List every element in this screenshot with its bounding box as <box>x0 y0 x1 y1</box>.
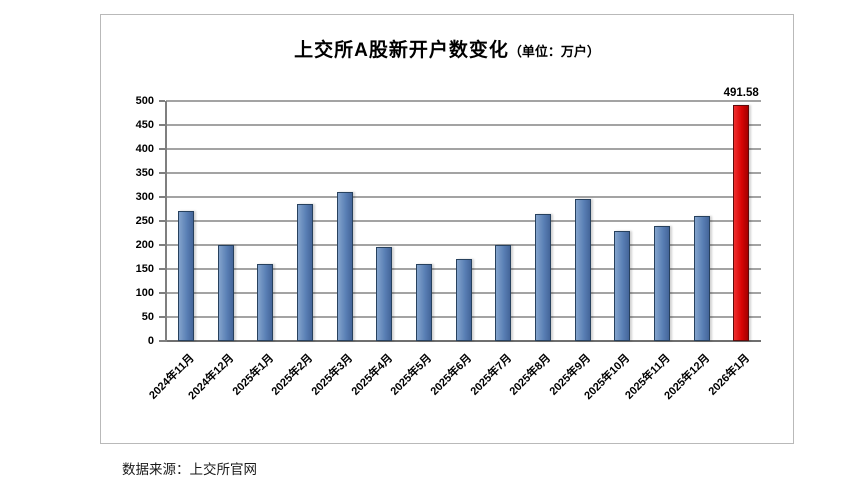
y-axis-tick <box>159 268 165 270</box>
bar <box>415 264 432 341</box>
source-text: 数据来源：上交所官网 <box>122 462 257 477</box>
bar <box>534 213 551 341</box>
x-tick-label: 2026年1月 <box>706 352 752 398</box>
gridline <box>166 220 761 222</box>
bar <box>257 264 274 341</box>
gridline <box>166 148 761 150</box>
y-axis-tick <box>159 124 165 126</box>
y-axis-tick <box>159 172 165 174</box>
x-tick-label: 2025年3月 <box>309 352 356 398</box>
x-tick-label: 2025年2月 <box>269 352 316 398</box>
x-tick-label: 2025年1月 <box>230 352 276 398</box>
y-axis-tick <box>159 244 165 246</box>
y-tick-label: 400 <box>135 143 154 155</box>
x-tick-label: 2025年6月 <box>428 352 475 398</box>
y-axis-tick <box>159 316 165 318</box>
x-tick-label: 2025年4月 <box>349 352 395 398</box>
x-tick-label: 2025年7月 <box>468 352 514 398</box>
y-axis-tick <box>159 196 165 198</box>
bar <box>296 204 313 341</box>
gridline <box>166 100 761 102</box>
gridline <box>166 196 761 198</box>
bar <box>495 245 512 341</box>
chart-title-main: 上交所A股新开户数变化 <box>294 40 509 61</box>
y-tick-label: 0 <box>147 335 154 347</box>
y-tick-label: 100 <box>135 287 154 299</box>
gridline <box>166 124 761 126</box>
y-tick-label: 50 <box>141 311 154 323</box>
y-axis-tick <box>159 100 165 102</box>
bar <box>693 216 710 341</box>
y-tick-label: 450 <box>135 119 154 131</box>
bar <box>177 211 194 341</box>
y-axis-line <box>165 101 167 342</box>
y-axis-tick <box>159 292 165 294</box>
bar-highlight <box>733 105 750 341</box>
y-axis-tick <box>159 148 165 150</box>
x-tick-label: 2025年8月 <box>507 352 554 398</box>
gridline <box>166 244 761 246</box>
y-tick-label: 250 <box>135 215 154 227</box>
bar <box>653 225 670 341</box>
y-tick-label: 200 <box>135 239 154 251</box>
bar <box>376 247 393 341</box>
data-label: 491.58 <box>723 87 759 100</box>
bar <box>614 230 631 341</box>
bar <box>217 245 234 341</box>
x-axis-line <box>166 340 761 342</box>
bar <box>336 192 353 341</box>
y-axis-tick <box>159 340 165 342</box>
y-tick-label: 500 <box>135 95 154 107</box>
chart-title: 上交所A股新开户数变化（单位：万户） <box>101 35 793 62</box>
y-tick-label: 300 <box>135 191 154 203</box>
bar <box>455 259 472 341</box>
x-tick-label: 2025年5月 <box>388 352 435 398</box>
bar <box>574 199 591 341</box>
gridline <box>166 172 761 174</box>
chart-container: 上交所A股新开户数变化（单位：万户） 0 50 100 150 200 250 300 350… <box>100 14 794 444</box>
chart-title-unit: （单位：万户） <box>508 44 600 59</box>
y-axis-tick <box>159 220 165 222</box>
y-tick-label: 350 <box>135 167 154 179</box>
y-tick-label: 150 <box>135 263 154 275</box>
